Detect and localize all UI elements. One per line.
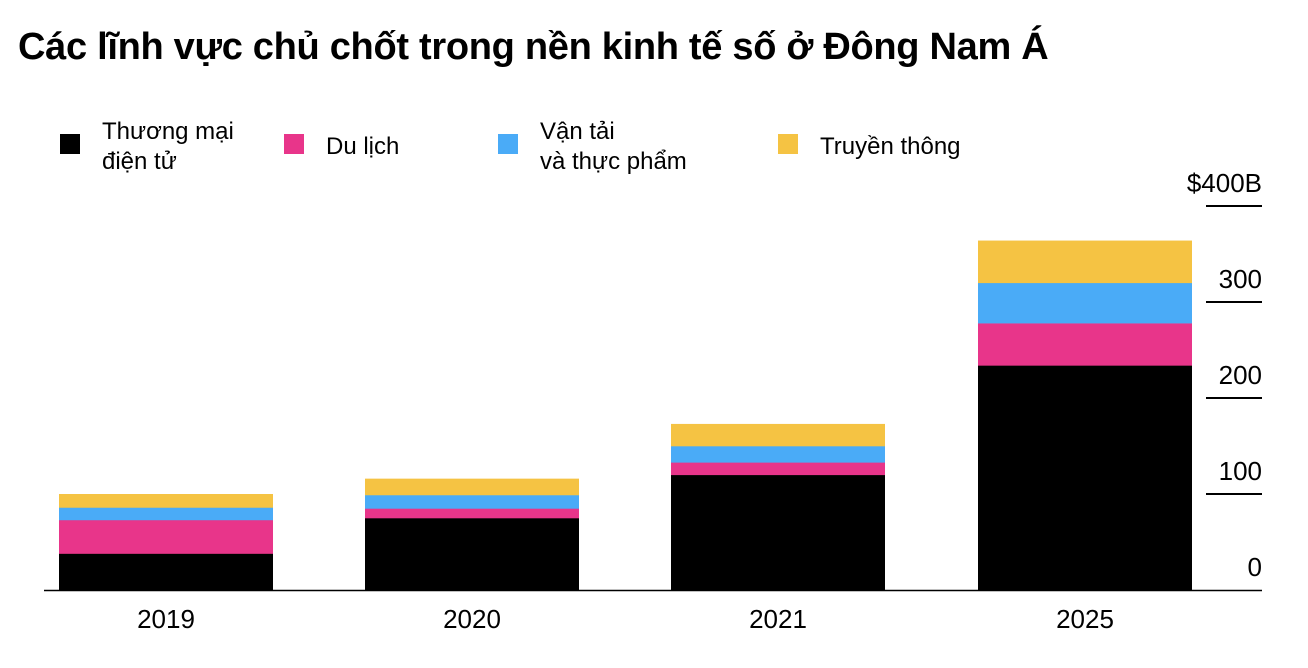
y-tick-label: 200: [1219, 360, 1262, 390]
y-tick-label: $400B: [1187, 168, 1262, 198]
x-tick-label: 2020: [443, 604, 501, 634]
legend-swatch: [60, 134, 80, 154]
chart-title: Các lĩnh vực chủ chốt trong nền kinh tế …: [18, 26, 1049, 68]
x-tick-label: 2021: [749, 604, 807, 634]
bar-segment: [365, 508, 579, 519]
legend-swatch: [498, 134, 518, 154]
bar-segment: [59, 494, 273, 508]
legend-swatch: [284, 134, 304, 154]
bar-segment: [978, 365, 1192, 591]
legend-label: điện tử: [102, 148, 177, 175]
legend-label: Vận tải: [540, 118, 615, 145]
bar-segment: [365, 494, 579, 509]
x-tick-label: 2025: [1056, 604, 1114, 634]
bar-segment: [365, 518, 579, 591]
bar-segment: [365, 478, 579, 496]
legend-swatch: [778, 134, 798, 154]
legend-label: Truyền thông: [820, 133, 961, 160]
bar-segment: [671, 446, 885, 463]
bar-segment: [978, 240, 1192, 284]
bar-segment: [671, 474, 885, 591]
y-tick-label: 100: [1219, 456, 1262, 486]
legend-label: và thực phẩm: [540, 148, 687, 175]
bar-segment: [671, 423, 885, 447]
x-tick-label: 2019: [137, 604, 195, 634]
bar-segment: [671, 462, 885, 476]
legend-label: Du lịch: [326, 133, 400, 160]
bar-segment: [59, 553, 273, 591]
bar-segment: [978, 323, 1192, 366]
y-tick-label: 300: [1219, 264, 1262, 294]
legend-label: Thương mại: [102, 118, 234, 145]
bar-segment: [59, 519, 273, 554]
bar-segment: [978, 282, 1192, 324]
y-tick-label: 0: [1248, 552, 1262, 582]
bar-segment: [59, 507, 273, 521]
